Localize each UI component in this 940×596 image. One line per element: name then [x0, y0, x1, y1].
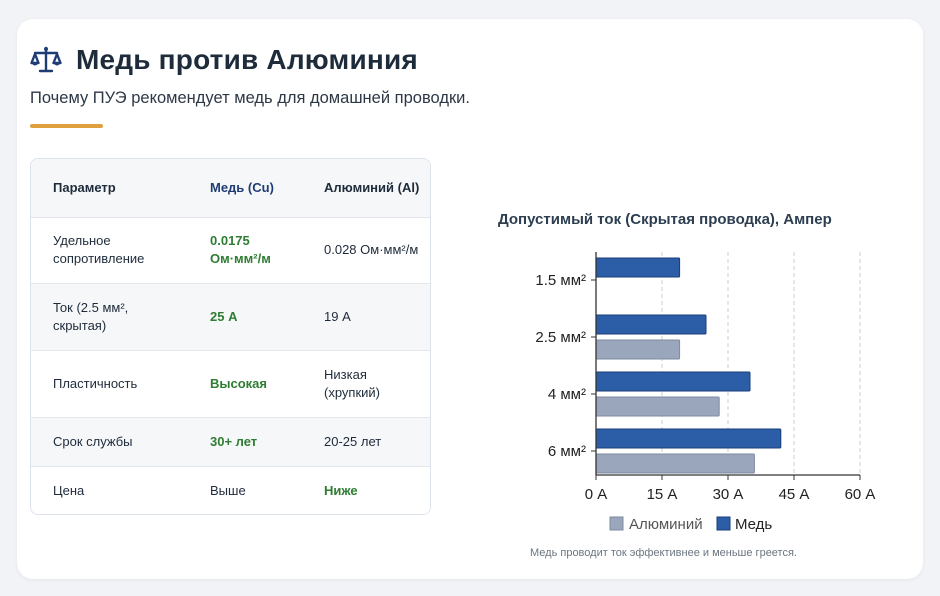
bar-copper — [595, 314, 707, 335]
aluminium-value-cell: 19 А — [302, 282, 430, 350]
chart-title: Допустимый ток (Скрытая проводка), Ампер — [498, 211, 832, 228]
x-tick-label: 0 А — [585, 486, 608, 503]
bar-copper — [595, 257, 681, 278]
column-header-parameter: Параметр — [31, 159, 188, 217]
category-label: 2.5 мм² — [535, 329, 586, 346]
table-header-row: Параметр Медь (Cu) Алюминий (Al) — [31, 159, 430, 217]
bar-aluminium — [595, 339, 681, 360]
legend-swatch-aluminium — [609, 516, 624, 531]
bar-copper — [595, 428, 782, 449]
legend-label-aluminium: Алюминий — [629, 516, 703, 533]
copper-value-cell: 25 А — [188, 282, 302, 350]
param-cell: Пластичность — [31, 349, 188, 417]
column-header-copper: Медь (Cu) — [188, 159, 302, 217]
copper-value-cell: Выше — [188, 465, 302, 514]
comparison-table: Параметр Медь (Cu) Алюминий (Al) Удельно… — [30, 158, 431, 515]
bar-copper — [595, 371, 751, 392]
legend-label-copper: Медь — [735, 516, 772, 533]
page-subtitle: Почему ПУЭ рекомендует медь для домашней… — [30, 89, 470, 107]
accent-divider — [30, 124, 103, 128]
table-row: Удельное сопротивление 0.0175 Ом·мм²/м 0… — [31, 216, 430, 283]
header: Медь против Алюминия — [30, 44, 418, 76]
page-title: Медь против Алюминия — [76, 44, 418, 75]
column-header-aluminium: Алюминий (Al) — [302, 159, 430, 217]
table-row: Цена Выше Ниже — [31, 465, 430, 514]
aluminium-value-cell: 20-25 лет — [302, 416, 430, 466]
scale-balance-icon — [30, 46, 62, 73]
param-cell: Ток (2.5 мм², скрытая) — [31, 282, 188, 350]
bar-aluminium — [595, 396, 720, 417]
legend-swatch-copper — [716, 516, 731, 531]
x-tick-label: 60 А — [845, 486, 876, 503]
category-label: 6 мм² — [548, 443, 586, 460]
copper-value-cell: 0.0175 Ом·мм²/м — [188, 216, 302, 283]
bar-aluminium — [595, 453, 755, 474]
category-label: 1.5 мм² — [535, 272, 586, 289]
table-row: Ток (2.5 мм², скрытая) 25 А 19 А — [31, 282, 430, 350]
x-tick-label: 45 А — [779, 486, 810, 503]
table-row: Срок службы 30+ лет 20-25 лет — [31, 416, 430, 466]
aluminium-value-cell: Низкая (хрупкий) — [302, 349, 430, 417]
aluminium-value-cell: 0.028 Ом·мм²/м — [302, 216, 430, 283]
x-tick-label: 30 А — [713, 486, 744, 503]
x-tick-label: 15 А — [647, 486, 678, 503]
param-cell: Удельное сопротивление — [31, 216, 188, 283]
current-capacity-chart: 1.5 мм² 2.5 мм² 4 мм² 6 мм² 0 А 15 А 30 А 45 А 6… — [535, 252, 876, 533]
copper-value-cell: Высокая — [188, 349, 302, 417]
category-label: 4 мм² — [548, 386, 586, 403]
chart-footnote: Медь проводит ток эффективнее и меньше г… — [530, 547, 797, 559]
copper-value-cell: 30+ лет — [188, 416, 302, 466]
param-cell: Срок службы — [31, 416, 188, 466]
aluminium-value-cell: Ниже — [302, 465, 430, 514]
param-cell: Цена — [31, 465, 188, 514]
table-row: Пластичность Высокая Низкая (хрупкий) — [31, 349, 430, 417]
